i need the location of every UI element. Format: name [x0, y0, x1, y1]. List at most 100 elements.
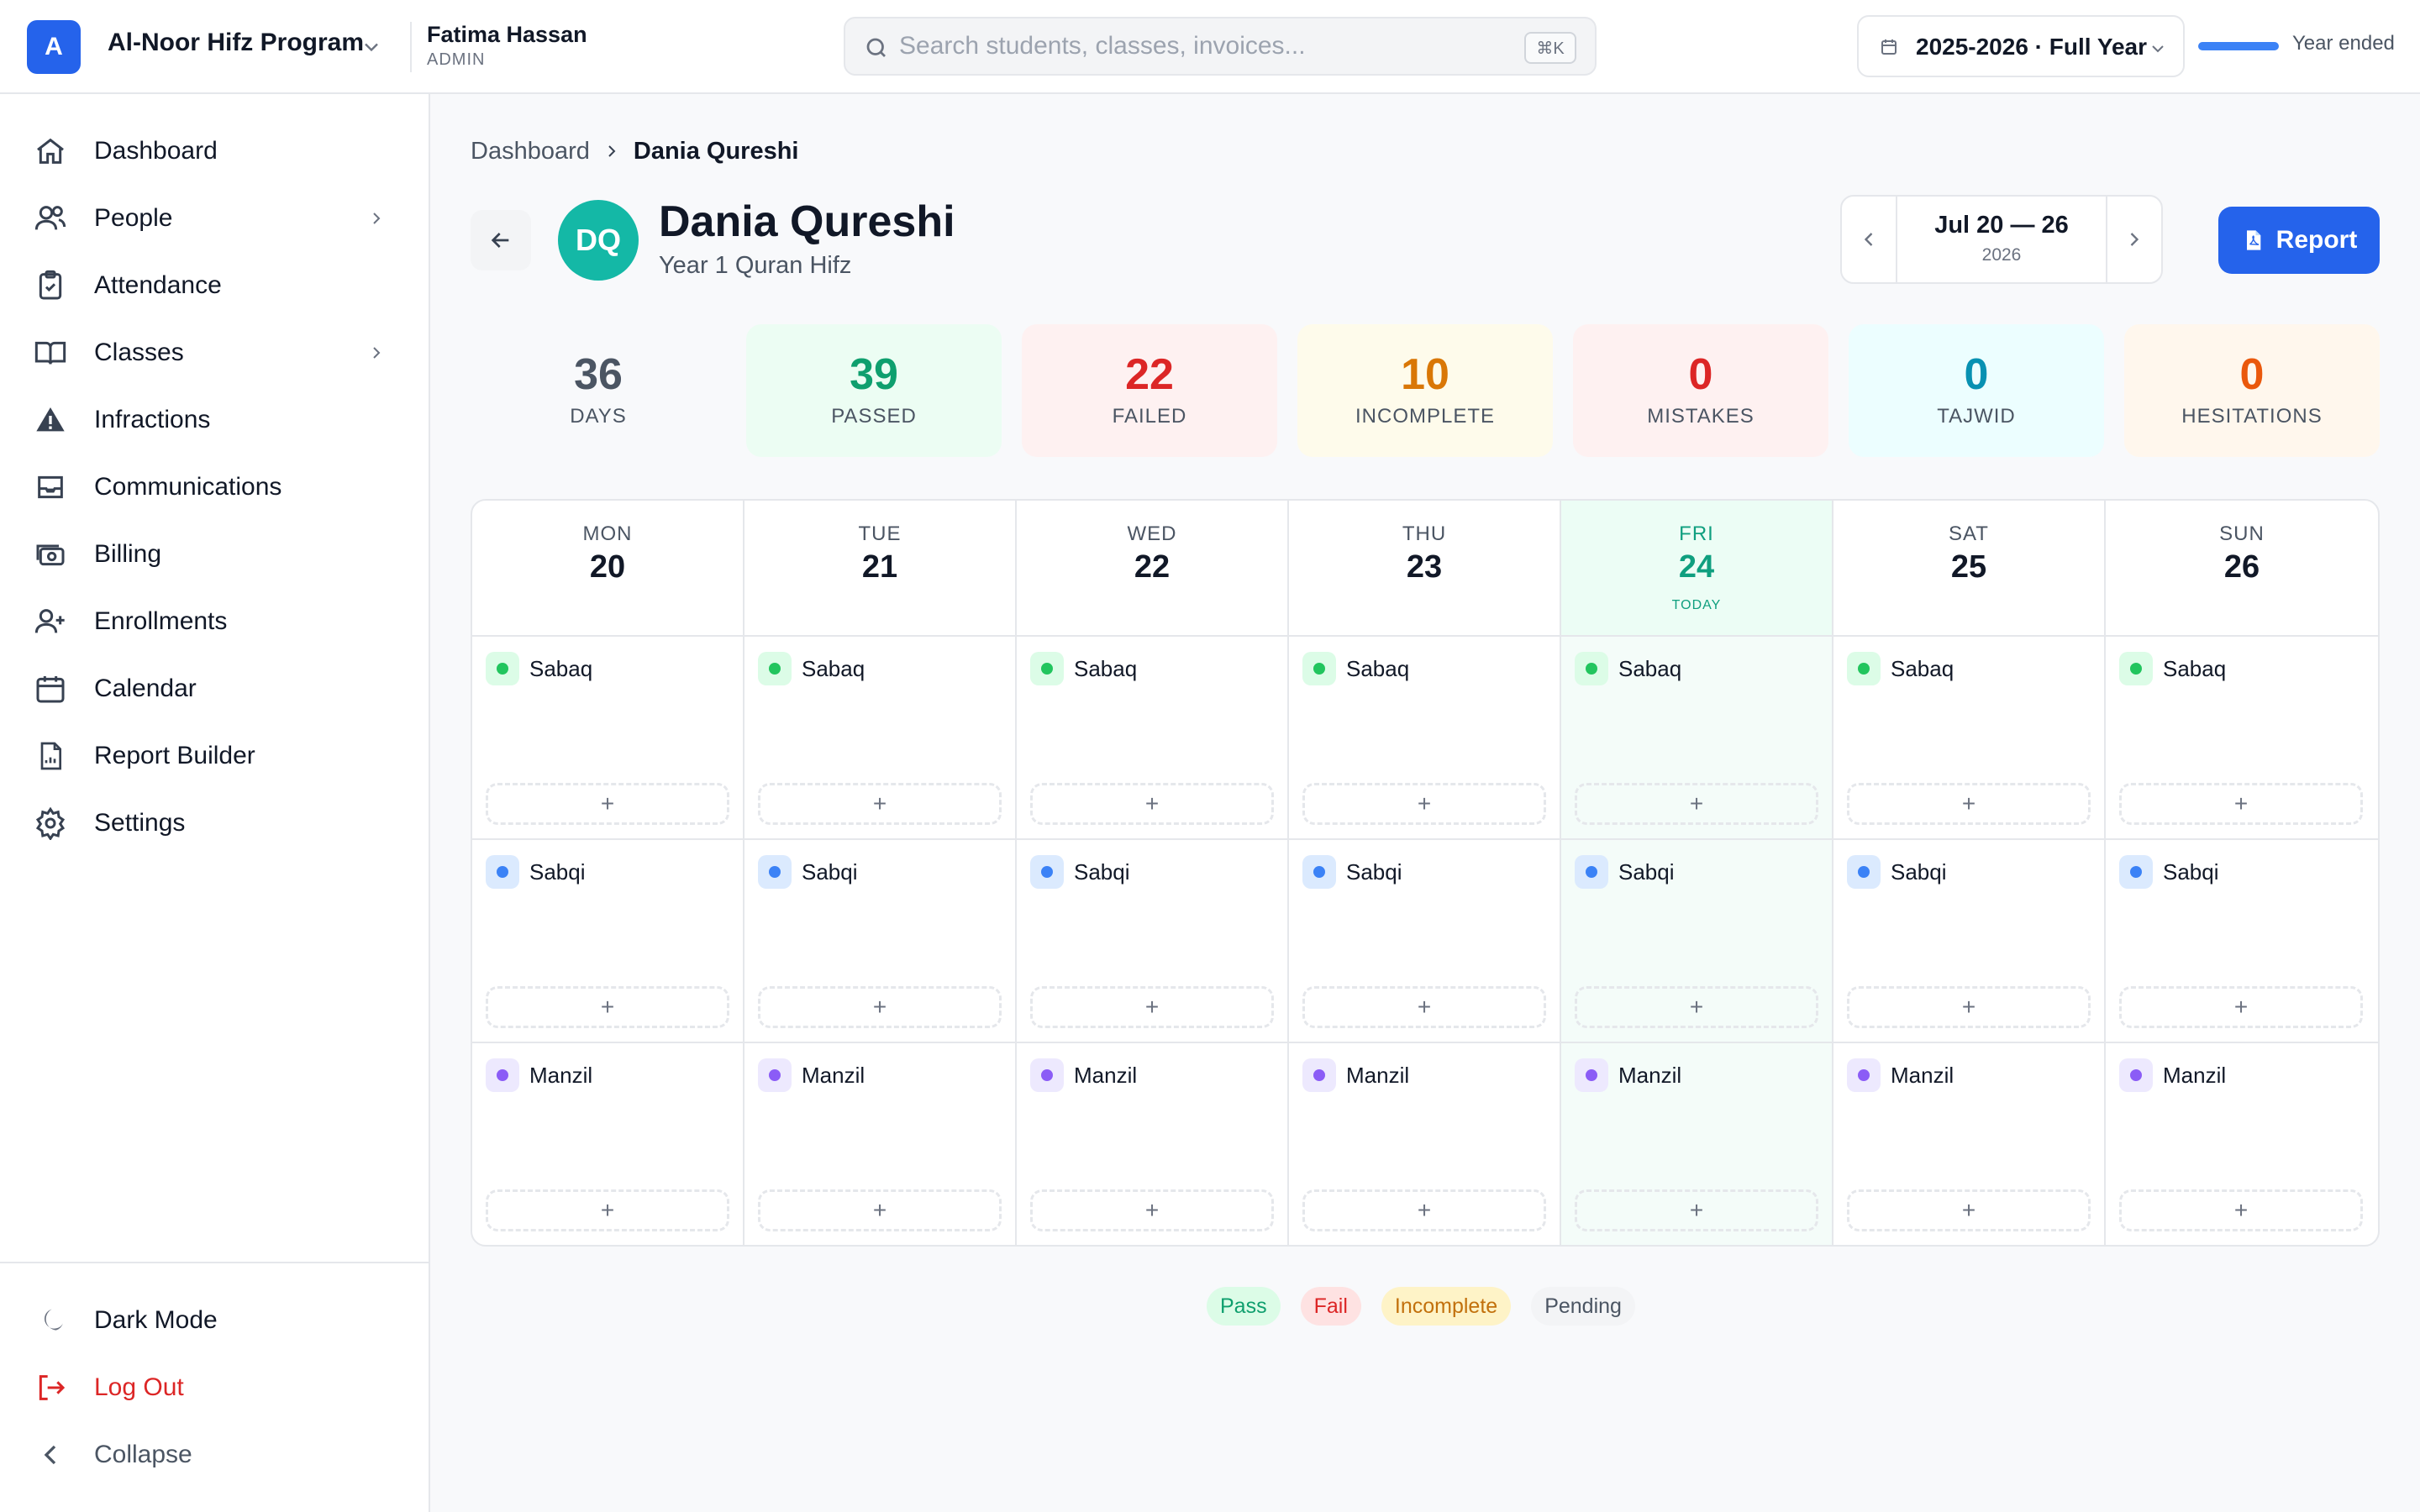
academic-year-select[interactable]: 2025-2026 · Full Year [1857, 15, 2185, 77]
slot-manzil: Manzil + [1833, 1043, 2104, 1245]
status-dot-icon [486, 652, 519, 685]
sidebar-item-classes[interactable]: Classes [34, 326, 403, 380]
lesson-chip[interactable]: Sabqi [486, 855, 586, 889]
add-entry-button[interactable]: + [2119, 783, 2363, 825]
sidebar-item-infractions[interactable]: Infractions [34, 393, 403, 447]
lesson-label: Sabqi [1346, 858, 1402, 885]
add-entry-button[interactable]: + [2119, 986, 2363, 1028]
lesson-label: Sabaq [2163, 655, 2227, 681]
add-entry-button[interactable]: + [1847, 986, 2091, 1028]
lesson-label: Sabqi [1891, 858, 1947, 885]
stat-card-hesitations: 0 HESITATIONS [2124, 324, 2380, 457]
breadcrumb-current: Dania Qureshi [633, 137, 799, 165]
day-of-week: TUE [858, 522, 902, 545]
chevron-down-icon[interactable] [360, 35, 383, 59]
collapse-sidebar-button[interactable]: Collapse [34, 1428, 403, 1482]
add-entry-button[interactable]: + [1302, 783, 1546, 825]
add-entry-button[interactable]: + [1847, 1189, 2091, 1231]
lesson-chip[interactable]: Manzil [1847, 1058, 1954, 1092]
lesson-chip[interactable]: Manzil [1302, 1058, 1409, 1092]
stat-card-tajwid: 0 TAJWID [1849, 324, 2104, 457]
org-logo[interactable]: A [27, 20, 81, 74]
lesson-chip[interactable]: Sabqi [2119, 855, 2219, 889]
slot-sabqi: Sabqi + [744, 840, 1015, 1043]
year-progress-bar [2198, 42, 2279, 50]
add-entry-button[interactable]: + [1847, 783, 2091, 825]
add-entry-button[interactable]: + [486, 986, 729, 1028]
sidebar-item-report-builder[interactable]: Report Builder [34, 729, 403, 783]
sidebar-item-billing[interactable]: Billing [34, 528, 403, 581]
add-entry-button[interactable]: + [1030, 783, 1274, 825]
sidebar-item-communications[interactable]: Communications [34, 460, 403, 514]
slot-sabaq: Sabaq + [744, 637, 1015, 840]
report-button[interactable]: Report [2218, 207, 2380, 274]
add-entry-button[interactable]: + [1302, 986, 1546, 1028]
search-shortcut-hint: ⌘K [1524, 32, 1576, 64]
status-dot-icon [486, 1058, 519, 1092]
lesson-chip[interactable]: Manzil [1030, 1058, 1137, 1092]
day-header: SUN 26 [2106, 501, 2378, 637]
lesson-chip[interactable]: Sabaq [758, 652, 865, 685]
lesson-chip[interactable]: Sabaq [486, 652, 592, 685]
lesson-chip[interactable]: Sabqi [1847, 855, 1947, 889]
global-search[interactable]: ⌘K [844, 17, 1597, 76]
logout-button[interactable]: Log Out [34, 1361, 403, 1415]
lesson-chip[interactable]: Manzil [758, 1058, 865, 1092]
lesson-chip[interactable]: Sabaq [1302, 652, 1409, 685]
lesson-chip[interactable]: Sabaq [1030, 652, 1137, 685]
next-week-button[interactable] [2106, 197, 2161, 282]
sidebar-item-calendar[interactable]: Calendar [34, 662, 403, 716]
slot-sabaq: Sabaq + [472, 637, 743, 840]
add-entry-button[interactable]: + [1575, 783, 1818, 825]
add-entry-button[interactable]: + [758, 1189, 1002, 1231]
lesson-chip[interactable]: Sabqi [1302, 855, 1402, 889]
stat-card-failed: 22 FAILED [1022, 324, 1277, 457]
user-plus-icon [34, 609, 65, 633]
lesson-chip[interactable]: Sabaq [1575, 652, 1681, 685]
lesson-chip[interactable]: Manzil [486, 1058, 592, 1092]
lesson-chip[interactable]: Sabqi [758, 855, 858, 889]
lesson-chip[interactable]: Sabaq [1847, 652, 1954, 685]
file-pdf-icon [2246, 230, 2260, 250]
sidebar-item-enrollments[interactable]: Enrollments [34, 595, 403, 648]
sidebar-item-attendance[interactable]: Attendance [34, 259, 403, 312]
search-input[interactable] [899, 29, 1504, 64]
sidebar-item-settings[interactable]: Settings [34, 796, 403, 850]
add-entry-button[interactable]: + [758, 986, 1002, 1028]
sidebar-item-dashboard[interactable]: Dashboard [34, 124, 403, 178]
day-number: 25 [1950, 549, 1987, 585]
add-entry-button[interactable]: + [486, 1189, 729, 1231]
status-dot-icon [758, 855, 792, 889]
add-entry-button[interactable]: + [1302, 1189, 1546, 1231]
add-entry-button[interactable]: + [1030, 1189, 1274, 1231]
add-entry-button[interactable]: + [758, 783, 1002, 825]
lesson-chip[interactable]: Sabqi [1575, 855, 1675, 889]
home-icon [37, 138, 64, 164]
org-switcher-label[interactable]: Al-Noor Hifz Program [108, 29, 365, 56]
lesson-label: Manzil [529, 1062, 593, 1088]
lesson-chip[interactable]: Sabaq [2119, 652, 2226, 685]
day-header: TUE 21 [744, 501, 1015, 637]
add-entry-button[interactable]: + [1575, 1189, 1818, 1231]
lesson-chip[interactable]: Manzil [1575, 1058, 1681, 1092]
add-entry-button[interactable]: + [2119, 1189, 2363, 1231]
breadcrumb-dashboard-link[interactable]: Dashboard [471, 137, 590, 165]
day-column-mon: MON 20 Sabaq + Sabqi + Manzil + [472, 501, 744, 1245]
dark-mode-toggle[interactable]: Dark Mode [34, 1294, 403, 1347]
weekly-calendar: MON 20 Sabaq + Sabqi + Manzil + TUE 21 Sabaq + Sabqi… [471, 499, 2380, 1247]
add-entry-button[interactable]: + [486, 783, 729, 825]
day-of-week: WED [1127, 522, 1177, 545]
slot-manzil: Manzil + [1017, 1043, 1287, 1245]
header-divider [410, 22, 412, 72]
previous-week-button[interactable] [1842, 197, 1897, 282]
lesson-chip[interactable]: Sabqi [1030, 855, 1130, 889]
sidebar-item-people[interactable]: People [34, 192, 403, 245]
add-entry-button[interactable]: + [1575, 986, 1818, 1028]
lesson-chip[interactable]: Manzil [2119, 1058, 2226, 1092]
student-name: Dania Qureshi [659, 197, 955, 246]
back-button[interactable] [471, 210, 531, 270]
stat-label: INCOMPLETE [1355, 405, 1496, 428]
day-of-week: FRI [1679, 522, 1714, 545]
status-dot-icon [1575, 1058, 1608, 1092]
add-entry-button[interactable]: + [1030, 986, 1274, 1028]
